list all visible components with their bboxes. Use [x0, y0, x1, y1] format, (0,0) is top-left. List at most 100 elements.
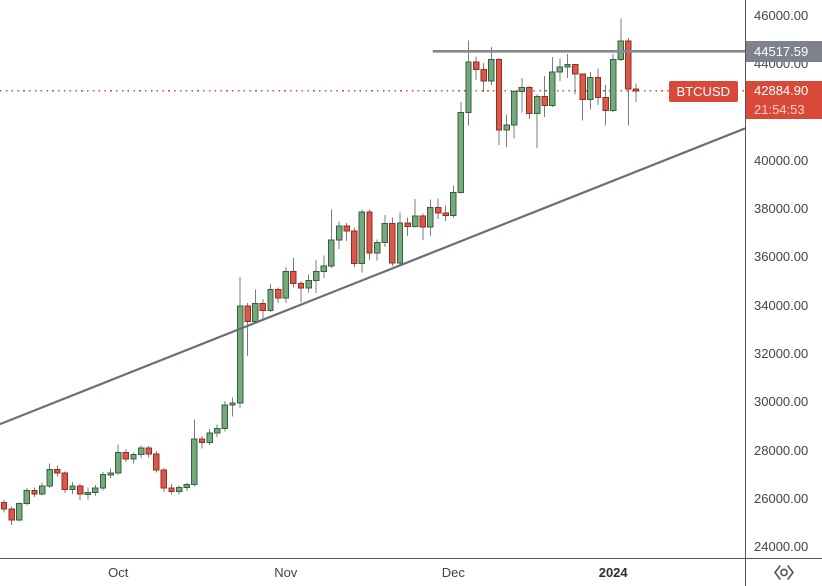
candle-body: [206, 432, 213, 444]
time-tick-label: Dec: [441, 565, 465, 580]
candle-up: [358, 209, 366, 273]
candle-body: [625, 40, 632, 90]
candle-up: [107, 468, 114, 479]
candle-down: [145, 446, 152, 458]
candle-up: [503, 114, 510, 148]
time-tick-label: Nov: [274, 565, 298, 580]
candle-down: [389, 217, 396, 267]
price-tick-label: 46000.00: [754, 7, 809, 23]
candle-down: [259, 299, 267, 320]
candle-body: [221, 404, 229, 430]
candle-body: [259, 302, 267, 312]
price-tick-label: 30000.00: [754, 394, 809, 410]
candle-body: [564, 63, 571, 68]
price-tick-label: 28000.00: [754, 442, 809, 458]
candle-down: [168, 483, 175, 495]
candle-body: [107, 472, 114, 476]
candle-body: [465, 61, 472, 114]
candle-body: [99, 474, 107, 489]
candle-up: [92, 484, 99, 496]
candle-body: [236, 305, 244, 404]
candle-body: [282, 270, 289, 299]
candle-body: [61, 472, 69, 491]
candle-down: [54, 465, 61, 477]
candle-body: [214, 428, 221, 434]
candle-body: [335, 225, 343, 241]
horizontal-line-price-badge[interactable]: 44517.59: [746, 40, 822, 62]
price-tick-label: 36000.00: [754, 249, 809, 265]
candle-body: [69, 485, 76, 491]
candle-body: [252, 302, 259, 323]
candle-up: [38, 482, 46, 496]
candle-body: [130, 454, 137, 460]
price-tick-label: 34000.00: [754, 297, 809, 313]
candle-down: [8, 506, 15, 525]
price-scale-mode-button[interactable]: [746, 559, 822, 586]
candle-body: [404, 222, 411, 227]
candle-body: [244, 305, 251, 323]
candle-body: [31, 489, 38, 495]
candle-down: [541, 76, 548, 118]
candle-body: [229, 402, 236, 406]
candle-up: [617, 18, 625, 61]
candle-body: [587, 76, 594, 100]
candle-body: [533, 96, 541, 114]
time-tick-label: Oct: [108, 565, 129, 580]
candle-up: [130, 452, 137, 464]
candle-down: [343, 222, 350, 241]
candle-down: [198, 435, 206, 449]
candle-down: [366, 209, 373, 261]
candle-down: [290, 257, 297, 288]
candle-body: [16, 503, 23, 521]
candle-body: [54, 468, 61, 474]
candle-up: [427, 199, 434, 237]
candle-body: [84, 491, 91, 495]
candle-body: [579, 73, 586, 100]
candle-up: [511, 90, 518, 139]
candle-body: [198, 438, 206, 444]
candle-down: [625, 38, 632, 126]
candle-body: [274, 289, 282, 299]
candle-up: [137, 445, 145, 459]
candle-down: [472, 56, 480, 80]
candle-up: [320, 255, 328, 278]
candle-up: [69, 482, 76, 494]
candle-body: [46, 468, 53, 487]
candle-body: [122, 452, 130, 460]
symbol-price-label: BTCUSD: [668, 80, 738, 102]
price-tick-label: 24000.00: [754, 539, 809, 555]
candle-down: [244, 303, 251, 356]
time-axis[interactable]: Oct Nov Dec 2024: [0, 559, 745, 586]
horizontal-line-price-value: 44517.59: [754, 43, 809, 59]
candle-body: [427, 207, 434, 228]
candle-down: [526, 85, 533, 119]
candle-up: [610, 54, 617, 113]
candle-body: [160, 469, 168, 489]
candle-body: [556, 66, 564, 73]
candle-up: [267, 284, 274, 312]
candle-body: [0, 502, 8, 510]
candle-down: [594, 68, 602, 105]
candle-up: [206, 429, 213, 446]
trend-line[interactable]: [0, 127, 746, 426]
candle-body: [602, 96, 609, 111]
candle-up: [183, 482, 190, 492]
candle-body: [526, 87, 533, 114]
candle-down: [434, 198, 442, 220]
candle-up: [450, 185, 457, 218]
candle-up: [16, 502, 23, 522]
candle-body: [419, 215, 427, 228]
candle-down: [442, 205, 449, 221]
candle-up: [236, 276, 244, 409]
candle-down: [419, 213, 427, 240]
candle-body: [8, 508, 15, 521]
candle-up: [115, 444, 122, 475]
candle-down: [579, 73, 586, 121]
candle-up: [518, 78, 526, 113]
candle-down: [632, 83, 640, 103]
candle-up: [84, 487, 91, 500]
candle-up: [252, 289, 259, 324]
candle-down: [351, 227, 358, 268]
